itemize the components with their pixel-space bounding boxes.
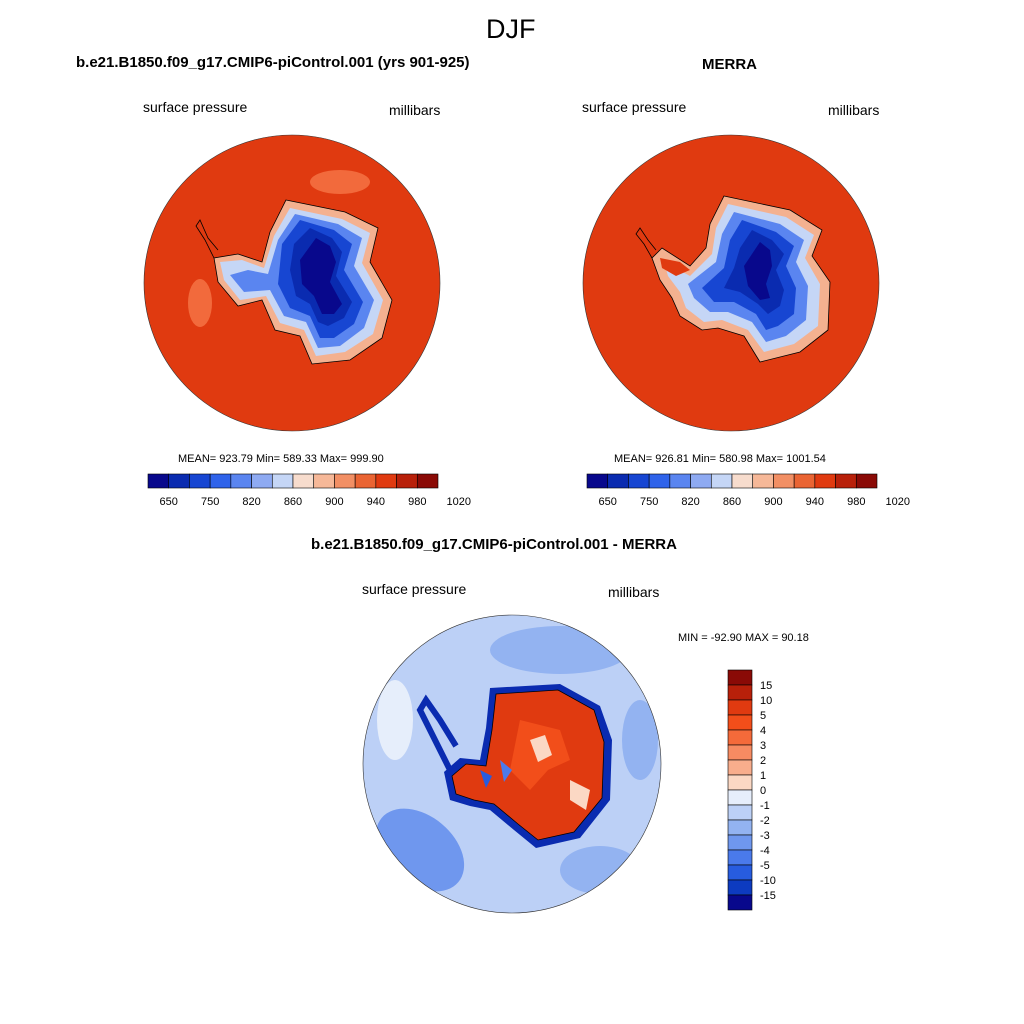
colorbar-swatch (727, 789, 753, 806)
colorbar-tick-label: 4 (760, 725, 766, 737)
colorbar-swatch (727, 684, 753, 701)
colorbar-tick-label: 820 (681, 496, 699, 508)
colorbar-swatch (727, 879, 753, 896)
diff-variable-label: surface pressure (362, 581, 467, 597)
colorbar-tick-label: 860 (723, 496, 741, 508)
colorbar-swatch (773, 473, 795, 489)
model-units-label: millibars (389, 102, 441, 118)
colorbar-swatch (727, 699, 753, 716)
colorbar-tick-label: 3 (760, 740, 766, 752)
colorbar-swatch (354, 473, 377, 489)
colorbar-tick-label: -1 (760, 800, 770, 812)
colorbar-swatch (230, 473, 252, 489)
colorbar-tick-label: 980 (847, 496, 865, 508)
colorbar-swatch (727, 669, 753, 686)
colorbar-tick-label: 1020 (446, 496, 470, 508)
model-variable-label: surface pressure (143, 99, 248, 115)
colorbar-swatch (251, 473, 273, 489)
colorbar-tick-label: -3 (760, 830, 770, 842)
colorbar-tick-label: -15 (760, 890, 776, 902)
colorbar-tick-label: 750 (640, 496, 658, 508)
colorbar-tick-label: 650 (599, 496, 617, 508)
colorbar-swatch (727, 729, 753, 746)
colorbar-swatch (727, 834, 753, 851)
colorbar-swatch (727, 894, 753, 911)
obs-variable-label: surface pressure (582, 99, 687, 115)
colorbar-swatch (710, 473, 733, 489)
colorbar-tick-label: 1020 (885, 496, 909, 508)
colorbar-tick-label: 750 (201, 496, 219, 508)
diff-stats: MIN = -92.90 MAX = 90.18 (678, 632, 809, 644)
colorbar-tick-label: 5 (760, 710, 766, 722)
colorbar-swatch (292, 473, 315, 489)
model-map (144, 135, 440, 431)
obs-units-label: millibars (828, 102, 880, 118)
colorbar-swatch (375, 473, 397, 489)
colorbar-swatch (727, 864, 753, 881)
colorbar-tick-label: 860 (284, 496, 302, 508)
diff-map (363, 615, 661, 913)
colorbar-swatch (209, 473, 232, 489)
colorbar-swatch (189, 473, 211, 489)
obs-stats: MEAN= 926.81 Min= 580.98 Max= 1001.54 (614, 453, 826, 465)
colorbar-swatch (147, 473, 170, 489)
colorbar-swatch (607, 473, 629, 489)
diff-units-label: millibars (608, 584, 660, 600)
colorbar-swatch (752, 473, 774, 489)
colorbar-swatch (727, 804, 753, 821)
colorbar-swatch (396, 473, 418, 489)
colorbar-swatch (855, 473, 878, 489)
colorbar-swatch (727, 714, 753, 731)
colorbar-tick-label: 980 (408, 496, 426, 508)
model-panel-title: b.e21.B1850.f09_g17.CMIP6-piControl.001 … (76, 54, 470, 71)
colorbar-swatch (628, 473, 650, 489)
colorbar-tick-label: 0 (760, 785, 766, 797)
colorbar-swatch (690, 473, 712, 489)
colorbar-swatch (586, 473, 609, 489)
colorbar-tick-label: 900 (764, 496, 782, 508)
colorbar-tick-label: 1 (760, 770, 766, 782)
colorbar-swatch (727, 774, 753, 791)
obs-panel-title: MERRA (702, 56, 757, 73)
colorbar-tick-label: 820 (242, 496, 260, 508)
colorbar-tick-label: 2 (760, 755, 766, 767)
colorbar-tick-label: -2 (760, 815, 770, 827)
colorbar-tick-label: 15 (760, 680, 772, 692)
colorbar-swatch (648, 473, 671, 489)
colorbar-tick-label: -10 (760, 875, 776, 887)
colorbar-swatch (669, 473, 691, 489)
diff-panel-title: b.e21.B1850.f09_g17.CMIP6-piControl.001 … (311, 536, 677, 553)
colorbar-swatch (793, 473, 816, 489)
colorbar-tick-label: 940 (367, 496, 385, 508)
colorbar-swatch (416, 473, 439, 489)
model-stats: MEAN= 923.79 Min= 589.33 Max= 999.90 (178, 453, 384, 465)
model-colorbar: 650 750 820 860 900 940 980 1020 (147, 473, 471, 508)
colorbar-tick-label: -4 (760, 845, 770, 857)
colorbar-tick-label: 900 (325, 496, 343, 508)
colorbar-swatch (313, 473, 335, 489)
colorbar-swatch (727, 759, 753, 776)
colorbar-tick-label: -5 (760, 860, 770, 872)
colorbar-swatch (835, 473, 857, 489)
colorbar-swatch (271, 473, 294, 489)
colorbar-tick-label: 10 (760, 695, 772, 707)
colorbar-swatch (731, 473, 754, 489)
figure-title: DJF (486, 14, 536, 44)
colorbar-swatch (727, 849, 753, 866)
obs-colorbar: 650 750 820 860 900 940 980 1020 (586, 473, 910, 508)
colorbar-swatch (727, 819, 753, 836)
colorbar-swatch (334, 473, 356, 489)
colorbar-tick-label: 940 (806, 496, 824, 508)
colorbar-swatch (814, 473, 836, 489)
colorbar-swatch (168, 473, 190, 489)
obs-map (583, 135, 879, 431)
colorbar-swatch (727, 744, 753, 761)
colorbar-tick-label: 650 (160, 496, 178, 508)
